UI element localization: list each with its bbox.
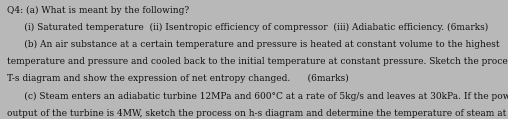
Text: (b) An air substance at a certain temperature and pressure is heated at constant: (b) An air substance at a certain temper… — [7, 40, 499, 49]
Text: (i) Saturated temperature  (ii) Isentropic efficiency of compressor  (iii) Adiab: (i) Saturated temperature (ii) Isentropi… — [7, 23, 488, 32]
Text: T-s diagram and show the expression of net entropy changed.      (6marks): T-s diagram and show the expression of n… — [7, 74, 348, 83]
Text: (c) Steam enters an adiabatic turbine 12MPa and 600°C at a rate of 5kg/s and lea: (c) Steam enters an adiabatic turbine 12… — [7, 92, 508, 101]
Text: Q4: (a) What is meant by the following?: Q4: (a) What is meant by the following? — [7, 6, 188, 15]
Text: output of the turbine is 4MW, sketch the process on h-s diagram and determine th: output of the turbine is 4MW, sketch the… — [7, 109, 508, 118]
Text: temperature and pressure and cooled back to the initial temperature at constant : temperature and pressure and cooled back… — [7, 57, 508, 66]
